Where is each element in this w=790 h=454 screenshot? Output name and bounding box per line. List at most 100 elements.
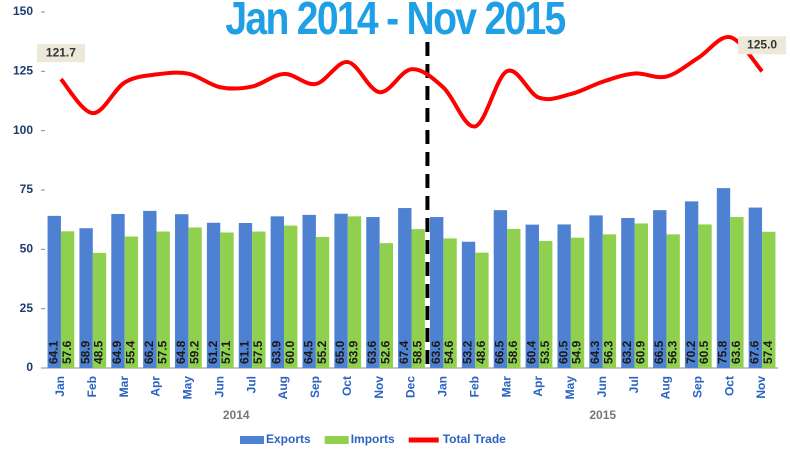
x-tick-label: Jan [53,376,67,397]
x-tick-label: Jul [627,376,641,393]
data-label: 63.6 [365,340,379,364]
data-label: 52.6 [378,340,392,364]
data-label: 70.2 [684,340,698,364]
data-label: 55.4 [124,340,138,364]
data-label: 65.0 [333,340,347,364]
bar [79,228,93,368]
data-label: 53.2 [461,340,475,364]
x-tick-label: May [181,376,195,400]
bar [398,208,412,368]
x-tick-label: Apr [531,376,545,397]
bar [525,224,539,368]
bar [124,236,139,368]
data-label: 63.9 [347,340,361,364]
x-tick-label: Nov [372,376,386,399]
x-tick-label: May [563,376,577,400]
bar [748,207,763,368]
bar [730,217,744,368]
data-label: 48.6 [474,340,488,364]
x-tick-label: Jul [244,376,258,393]
data-label: 55.2 [315,340,329,364]
bar [634,223,648,368]
bar [60,231,75,368]
line [59,35,764,129]
bar [220,232,234,368]
bar [92,252,107,368]
data-label: 66.5 [652,340,666,364]
data-label: 121.7 [46,45,76,59]
legend-label: Total Trade [443,432,506,446]
bar [475,252,489,368]
x-tick-label: Sep [690,376,704,398]
bar [557,224,571,368]
legend-swatch [324,436,349,444]
data-label: 57.6 [60,340,74,364]
data-label: 64.1 [46,340,60,364]
data-label: 60.0 [283,340,297,364]
bar [602,234,617,368]
data-label: 64.8 [174,340,188,364]
bar [188,227,202,368]
bar [143,210,157,368]
data-label: 54.9 [570,340,584,364]
data-label: 66.5 [493,340,507,364]
data-label: 125.0 [747,38,777,52]
data-label: 58.5 [410,340,424,364]
data-label: 57.1 [219,340,233,364]
data-label: 61.1 [238,340,252,364]
x-tick-label: Jan [436,376,450,397]
x-tick-label: Oct [340,376,354,396]
x-tick-label: Aug [276,376,290,399]
data-label: 61.2 [206,340,220,364]
bar [252,231,266,368]
data-label: 60.5 [556,340,570,364]
data-label: 56.3 [602,340,616,364]
data-label: 63.2 [620,340,634,364]
bar [238,222,253,368]
bar [507,228,521,368]
group-label: 2015 [589,408,616,422]
data-label: 67.6 [748,340,762,364]
y-tick-label: 25 [20,301,34,315]
y-tick-label: 125 [13,64,33,78]
x-tick-label: Oct [722,376,736,396]
y-tick-label: 100 [13,123,33,137]
y-tick-label: 50 [20,242,34,256]
bar [684,201,699,368]
data-label: 53.5 [538,340,552,364]
data-label: 63.9 [270,340,284,364]
x-tick-label: Jun [212,376,226,397]
bar [366,217,380,368]
bar [284,225,298,368]
bar [111,213,125,368]
data-label: 66.2 [142,340,156,364]
data-label: 67.4 [397,340,411,364]
data-label: 64.9 [110,340,124,364]
data-label: 63.6 [729,340,743,364]
x-tick-label: Aug [659,376,673,399]
bar [270,216,285,368]
bar [315,236,330,368]
bar [589,215,603,368]
bar [461,241,476,368]
data-label-box [738,36,787,55]
data-label: 58.6 [506,340,520,364]
legend-swatch [240,436,264,444]
data-label: 56.3 [665,340,679,364]
bar [666,234,680,368]
bar [347,216,362,368]
x-tick-label: Apr [149,376,163,397]
data-label: 57.5 [251,340,265,364]
bar [156,231,170,368]
y-tick-label: 0 [26,360,33,374]
bar [716,188,731,368]
data-label-box [36,44,85,63]
bar [493,210,508,368]
y-tick-label: 75 [20,182,34,196]
bar [653,210,667,368]
y-tick-label: 150 [13,4,33,18]
data-label: 60.5 [697,340,711,364]
bar [698,224,712,368]
data-label: 54.6 [442,340,456,364]
